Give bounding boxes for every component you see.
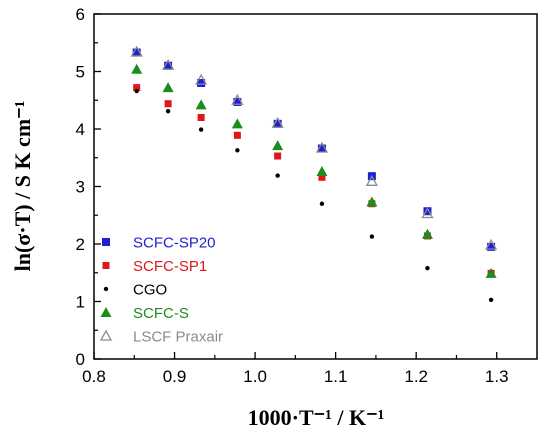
x-tick-labels: 0.8 0.9 1.0 1.1 1.2 1.3 [82,367,508,386]
y-tick-label: 2 [76,235,85,254]
data-point [197,79,206,87]
data-points [130,45,498,302]
data-point [273,119,282,128]
x-tick-label: 1.1 [324,367,348,386]
data-point [233,97,242,106]
legend-marker [102,262,110,269]
data-point [315,141,329,153]
data-point [133,84,141,92]
data-point [231,93,244,105]
data-point [274,152,282,160]
series-lscf-praxair [130,45,498,250]
y-tick-label: 6 [76,5,85,24]
legend-marker [99,329,113,341]
data-point [421,228,433,239]
data-point [365,174,378,186]
legend-marker [102,238,110,246]
data-point [316,166,328,177]
x-tick-label: 1.2 [404,367,428,386]
data-point [272,140,284,151]
series-scfc-sp20 [132,48,496,251]
legend-label: SCFC-SP1 [133,258,207,275]
data-point [134,88,139,94]
legend-label: LSCF Praxair [133,329,223,346]
data-point [487,242,496,251]
data-point [195,99,207,110]
x-axis-title: 1000·T⁻¹ / K⁻¹ [248,405,385,430]
data-point [231,118,243,129]
axis-ticks [93,13,498,360]
y-tick-label: 0 [76,350,85,369]
data-point [162,82,174,93]
data-point [317,144,326,153]
data-point [165,108,171,114]
x-tick-label: 1.3 [485,367,509,386]
data-point [164,61,173,70]
data-point [369,234,375,239]
legend-label: CGO [133,282,167,299]
y-tick-label: 4 [76,120,85,139]
data-point [423,207,432,216]
data-point [164,100,172,108]
data-point [161,58,175,70]
legend: SCFC-SP20 SCFC-SP1 CGO SCFC-S LSCF Praxair [99,235,223,346]
x-tick-label: 0.8 [82,367,106,386]
data-point [233,131,241,139]
data-point [485,267,497,278]
legend-label: SCFC-SP20 [133,235,216,252]
data-point [271,116,284,128]
legend-marker [100,307,112,317]
y-tick-label: 1 [76,293,85,312]
x-tick-label: 0.9 [163,367,187,386]
x-tick-label: 1.0 [243,367,267,386]
y-tick-labels: 0 1 2 3 4 5 6 [76,5,85,369]
data-point [131,63,143,74]
data-point [195,73,208,85]
y-tick-label: 5 [76,63,85,82]
data-point [198,127,204,132]
y-tick-label: 3 [76,178,85,197]
data-point [235,148,240,153]
legend-label: SCFC-S [133,305,189,322]
data-point [197,114,205,121]
legend-marker [103,286,109,292]
y-axis-title: ln(σ·T) / S K cm⁻¹ [10,101,35,272]
data-point [425,265,430,271]
data-point [318,173,326,181]
data-point [132,48,141,57]
data-point [275,173,280,178]
data-point [319,201,325,206]
data-point [488,297,494,302]
data-point [421,207,434,219]
data-point [366,196,378,207]
series-scfc-s [131,63,497,278]
series-cgo [134,88,494,302]
data-point [484,238,498,250]
data-point [130,45,143,57]
